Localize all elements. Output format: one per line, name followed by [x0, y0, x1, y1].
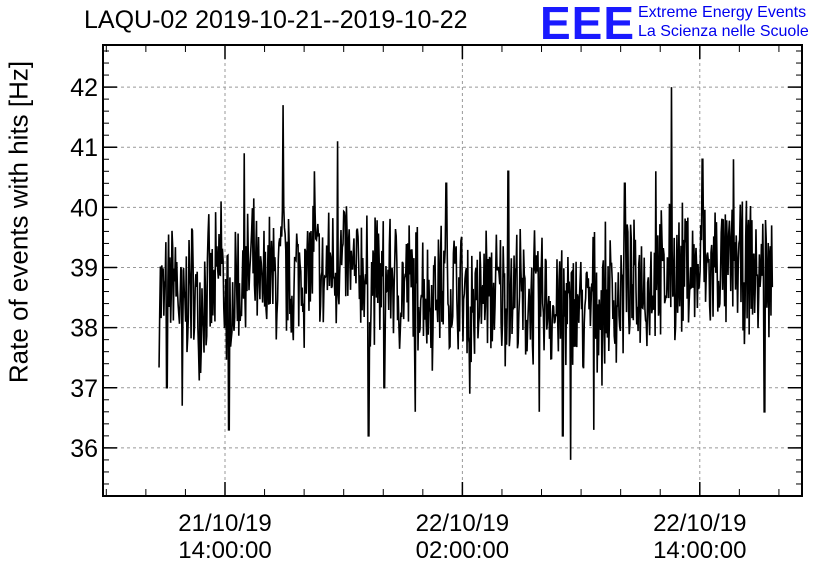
data-series-line [158, 87, 774, 460]
y-axis-label: Rate of events with hits [Hz] [3, 60, 34, 384]
y-tick-label: 36 [70, 435, 98, 463]
x-tick-label-date: 22/10/19 [416, 510, 509, 537]
y-tick-label: 42 [70, 74, 98, 102]
x-tick-label-time: 14:00:00 [653, 537, 746, 564]
x-tick-label-time: 14:00:00 [178, 537, 271, 564]
x-tick-label-date: 22/10/19 [653, 510, 746, 537]
y-tick-label: 40 [70, 194, 98, 222]
x-tick-label-time: 02:00:00 [416, 537, 509, 564]
logo-text: Extreme Energy Events La Scienza nelle S… [638, 3, 809, 41]
y-tick-label: 41 [70, 134, 98, 162]
x-tick-label-date: 21/10/19 [178, 510, 271, 537]
eee-logo: EEE [540, 0, 636, 49]
logo-line-1: Extreme Energy Events [638, 4, 807, 21]
plot-frame [102, 44, 803, 497]
y-tick-label: 37 [70, 375, 98, 403]
y-tick-label: 39 [70, 254, 98, 282]
chart-title: LAQU-02 2019-10-21--2019-10-22 [84, 6, 468, 34]
logo-line-2: La Scienza nelle Scuole [638, 23, 809, 40]
y-tick-label: 38 [70, 315, 98, 343]
